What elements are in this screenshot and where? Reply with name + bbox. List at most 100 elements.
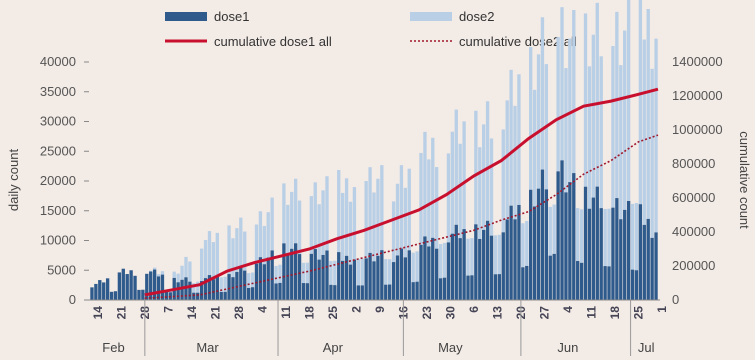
bar-dose1 bbox=[286, 254, 290, 300]
bar-dose2 bbox=[509, 69, 513, 206]
bar-dose2 bbox=[388, 259, 392, 285]
bar-dose1 bbox=[505, 219, 509, 300]
bar-dose1 bbox=[470, 275, 474, 300]
legend-label-dose2: dose2 bbox=[459, 9, 494, 24]
bar-dose2 bbox=[188, 261, 192, 282]
bar-dose2 bbox=[286, 204, 290, 255]
bar-dose2 bbox=[254, 224, 259, 264]
bar-dose1 bbox=[544, 189, 549, 300]
bar-dose1 bbox=[344, 255, 349, 300]
bar-dose2 bbox=[650, 68, 654, 238]
bar-dose1 bbox=[572, 173, 576, 300]
bar-dose2 bbox=[223, 276, 227, 292]
month-label: May bbox=[438, 340, 463, 355]
x-date-label: 18 bbox=[608, 306, 622, 320]
bar-dose2 bbox=[482, 124, 486, 230]
bar-dose2 bbox=[442, 242, 447, 278]
bar-dose1 bbox=[149, 271, 153, 300]
bar-dose1 bbox=[419, 244, 423, 300]
bar-dose1 bbox=[552, 253, 556, 300]
legend-swatch-dose1 bbox=[165, 12, 207, 21]
bar-dose1 bbox=[489, 235, 494, 300]
bar-dose2 bbox=[619, 65, 623, 220]
bar-dose2 bbox=[337, 169, 341, 253]
bar-dose1 bbox=[626, 200, 631, 300]
bar-dose1 bbox=[560, 160, 564, 300]
bar-dose1 bbox=[333, 285, 337, 300]
bar-dose1 bbox=[576, 261, 580, 300]
bar-dose2 bbox=[630, 203, 635, 270]
bar-dose1 bbox=[121, 268, 125, 300]
bar-dose1 bbox=[607, 266, 611, 300]
bar-dose1 bbox=[454, 224, 458, 300]
bar-dose1 bbox=[274, 283, 278, 300]
bar-dose1 bbox=[98, 280, 102, 300]
bar-dose2 bbox=[603, 208, 607, 267]
bar-dose2 bbox=[560, 7, 564, 161]
month-label: Feb bbox=[102, 340, 124, 355]
bar-dose1 bbox=[399, 248, 404, 300]
bar-dose2 bbox=[501, 129, 505, 233]
bar-dose1 bbox=[587, 208, 592, 300]
bar-dose1 bbox=[442, 277, 447, 300]
bar-dose2 bbox=[313, 182, 317, 250]
bar-dose2 bbox=[626, 0, 631, 201]
bar-dose1 bbox=[564, 192, 568, 300]
bar-dose1 bbox=[246, 287, 251, 300]
bar-dose1 bbox=[90, 287, 94, 300]
bar-dose2 bbox=[634, 203, 639, 271]
bar-dose1 bbox=[258, 257, 263, 300]
y-tick-label: 25000 bbox=[40, 143, 76, 158]
y2-tick-label: 0 bbox=[672, 292, 679, 307]
x-date-label: 4 bbox=[561, 306, 575, 313]
bar-dose2 bbox=[282, 183, 286, 244]
bar-dose1 bbox=[599, 208, 603, 300]
bar-dose1 bbox=[521, 267, 525, 300]
x-date-label: 21 bbox=[114, 306, 128, 320]
bar-dose1 bbox=[262, 264, 266, 300]
bar-dose2 bbox=[407, 168, 411, 251]
bar-dose2 bbox=[360, 258, 364, 286]
bar-dose2 bbox=[642, 39, 646, 225]
x-date-label: 11 bbox=[279, 306, 293, 319]
x-date-label: 25 bbox=[326, 306, 340, 320]
y-tick-label: 30000 bbox=[40, 114, 76, 129]
bar-dose2 bbox=[591, 34, 596, 198]
bar-dose1 bbox=[634, 270, 639, 300]
bar-dose2 bbox=[438, 244, 443, 279]
bar-dose1 bbox=[337, 252, 341, 300]
bar-dose2 bbox=[462, 121, 466, 230]
bar-dose2 bbox=[595, 2, 599, 187]
bar-dose1 bbox=[458, 238, 462, 300]
x-date-label: 14 bbox=[91, 306, 105, 320]
bar-dose1 bbox=[211, 279, 216, 300]
bar-dose1 bbox=[556, 171, 560, 300]
bar-dose1 bbox=[623, 209, 627, 300]
y2-tick-label: 1400000 bbox=[672, 54, 723, 69]
bar-dose1 bbox=[478, 238, 482, 300]
bar-dose2 bbox=[485, 101, 490, 221]
bar-dose1 bbox=[368, 252, 372, 300]
bar-dose2 bbox=[207, 231, 212, 276]
bar-dose2 bbox=[329, 261, 333, 285]
bar-dose2 bbox=[564, 68, 568, 193]
bar-dose2 bbox=[215, 232, 219, 277]
x-date-label: 18 bbox=[302, 306, 316, 320]
month-label: Jun bbox=[557, 340, 578, 355]
bar-dose2 bbox=[152, 267, 157, 270]
bar-dose1 bbox=[317, 259, 321, 300]
bar-dose2 bbox=[525, 221, 529, 266]
bar-dose1 bbox=[352, 259, 357, 300]
bar-dose2 bbox=[415, 251, 419, 282]
bar-dose2 bbox=[607, 208, 611, 267]
bar-dose1 bbox=[615, 198, 619, 300]
bar-dose1 bbox=[462, 229, 466, 300]
bar-dose2 bbox=[317, 204, 321, 260]
bar-dose2 bbox=[450, 131, 455, 234]
bar-dose2 bbox=[266, 212, 270, 258]
bar-dose1 bbox=[497, 274, 502, 300]
bar-dose2 bbox=[274, 265, 278, 284]
bar-dose2 bbox=[199, 248, 204, 282]
legend-label-cum1: cumulative dose1 all bbox=[214, 34, 332, 49]
bar-dose1 bbox=[141, 289, 145, 300]
